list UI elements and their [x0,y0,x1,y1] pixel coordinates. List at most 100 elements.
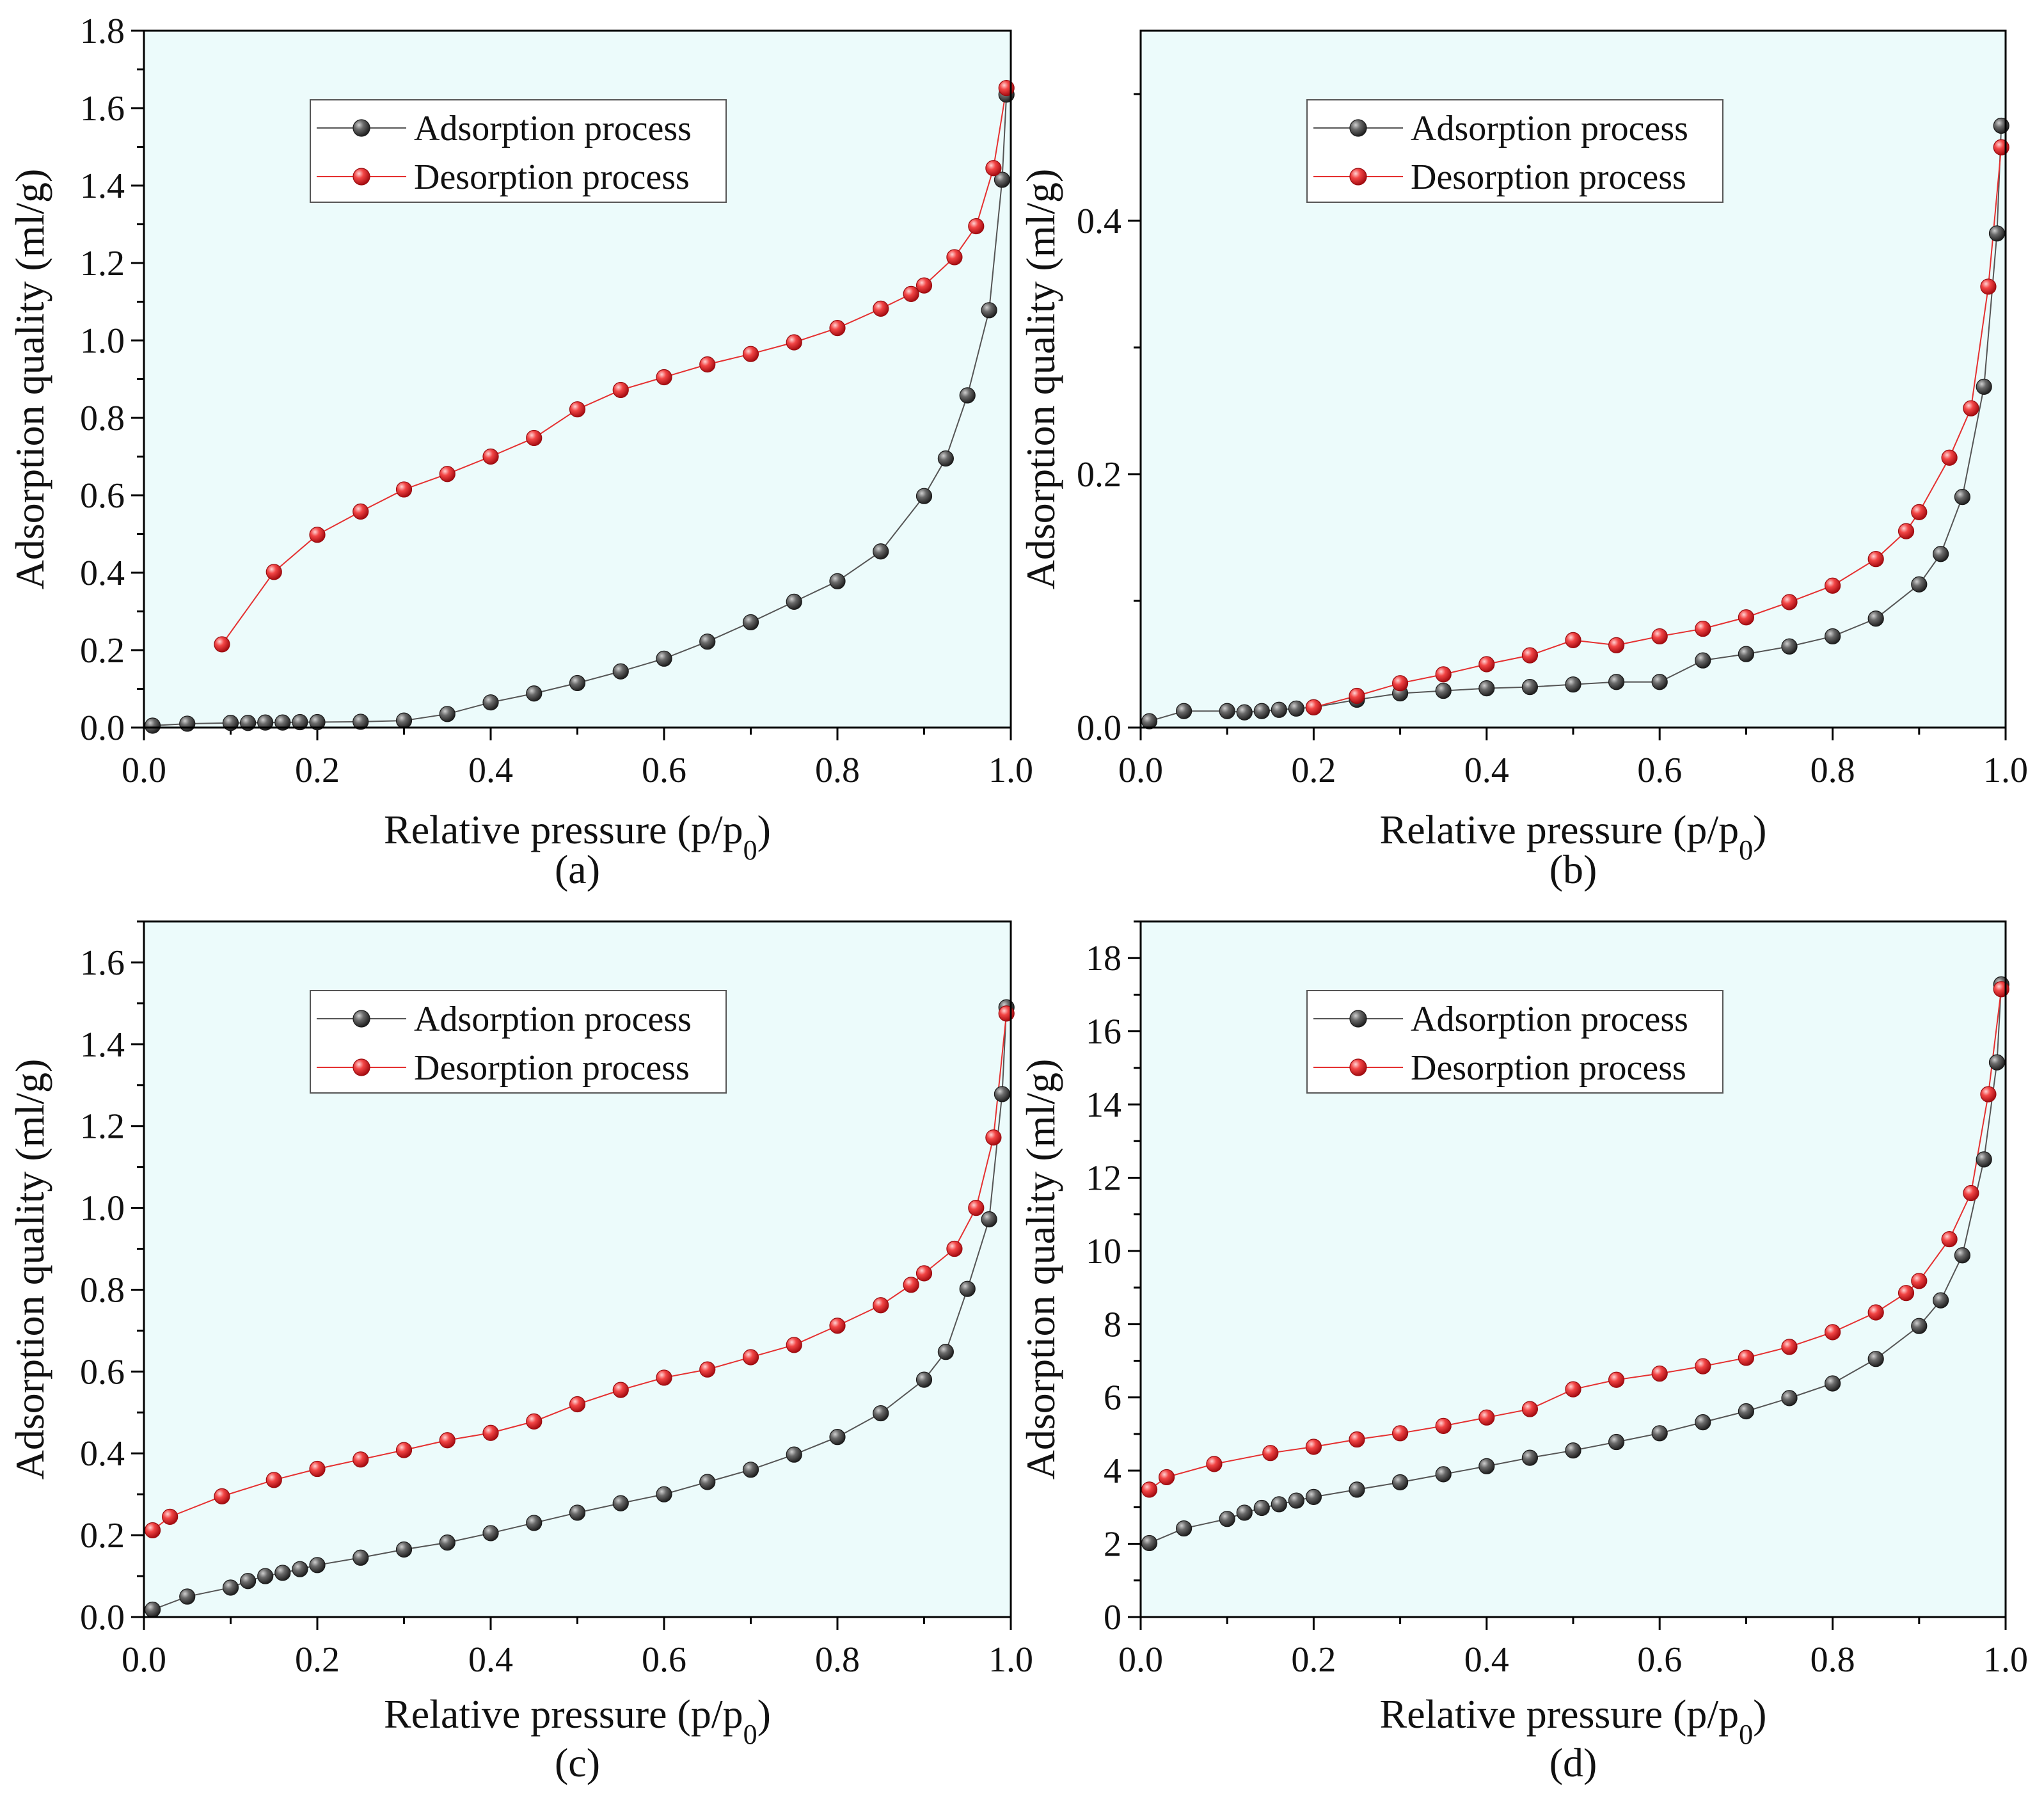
y-tick-label: 0.4 [1077,202,1121,241]
adsorption-point [612,663,629,680]
adsorption-point [1738,1403,1754,1420]
adsorption-point [1349,1481,1365,1498]
y-tick-label: 1.2 [80,1107,125,1147]
adsorption-point [1993,117,2009,134]
y-tick-label: 0.4 [80,554,125,593]
legend: Adsorption process Desorption process [310,99,727,203]
adsorption-point [915,488,933,504]
adsorption-point [656,1486,672,1502]
desorption-point [569,1396,586,1413]
desorption-point [699,1361,716,1378]
desorption-point [309,527,326,543]
y-tick-label: 0.2 [80,1516,125,1556]
desorption-point [1478,656,1495,673]
adsorption-point [144,1601,161,1618]
y-tick-label: 1.0 [80,321,125,361]
desorption-point [656,369,672,386]
desorption-point [1738,1350,1754,1366]
desorption-point [829,320,846,337]
y-tick-label: 0.6 [80,476,125,516]
adsorption-point [1988,1054,2006,1071]
desorption-point [1349,687,1365,705]
adsorption-point [1867,610,1884,627]
desorption-series-line [221,88,1008,645]
desorption-legend-marker [353,1058,370,1076]
desorption-point [439,466,456,482]
adsorption-point [179,715,196,732]
adsorption-point [569,674,586,692]
chart-panel-2: 0.0 0.2 0.4 0.6 0.8 1.0 0.0 0.2 0.4 Adsorption pr… [1018,29,2028,892]
y-tick-label: 14 [1086,1085,1121,1125]
desorption-point [1349,1431,1365,1448]
x-tick-label: 0.2 [1291,1640,1336,1680]
desorption-point [1867,551,1884,568]
y-axis-title: Adsorption quality (ml/g) [7,1059,52,1480]
x-tick-label: 1.0 [1983,751,2028,790]
adsorption-point [1608,1433,1625,1451]
y-tick-label: 1.6 [80,943,125,983]
y-tick-label: 1.2 [80,244,125,283]
y-tick-label: 0.2 [80,631,125,671]
x-tick-label: 1.0 [988,751,1033,790]
adsorption-point [981,302,997,319]
x-tick-label: 0.0 [1118,751,1163,790]
adsorption-point [1141,1534,1158,1552]
adsorption-point [482,1525,499,1542]
adsorption-point [292,713,308,731]
x-tick-label: 0.4 [468,1640,513,1680]
x-tick-label: 0.4 [1464,751,1509,790]
x-tick-label: 0.6 [642,751,686,790]
adsorption-point [1141,713,1158,729]
chart-panel-4: 0.0 0.2 0.4 0.6 0.8 1.0 0 2 4 6 8 10 12 14 16 18 Adsorpt… [1018,920,2028,1785]
adsorption-point [1305,1488,1322,1505]
adsorption-point [482,694,499,711]
legend: Adsorption process Desorption process [1306,990,1723,1094]
desorption-point [1478,1409,1495,1426]
desorption-point [1867,1304,1884,1321]
desorption-point [1695,1358,1711,1375]
x-tick-label: 0.6 [1637,1640,1682,1680]
desorption-point [482,1424,499,1441]
y-tick-label: 1.8 [80,12,125,51]
desorption-point [1435,1417,1452,1434]
desorption-point [742,1349,759,1366]
desorption-point [612,381,629,399]
adsorption-point [873,1405,889,1422]
plot-frame [1139,920,2007,1618]
x-tick-label: 0.8 [1810,1640,1855,1680]
y-tick-label: 1.4 [80,166,125,206]
y-tick-label: 0.0 [80,1598,125,1638]
desorption-point [1521,1401,1538,1417]
adsorption-point [1392,1474,1409,1491]
adsorption-point [179,1588,196,1605]
plot-frame [143,920,1012,1618]
desorption-point [1980,1086,1997,1103]
desorption-point [353,1451,369,1468]
desorption-point [786,334,802,351]
y-axis-title: Adsorption quality (ml/g) [1018,1059,1063,1480]
adsorption-point [274,714,291,731]
adsorption-point [915,1371,933,1388]
y-axis-title: Adsorption quality (ml/g) [7,169,52,590]
adsorption-point [1911,576,1928,593]
adsorption-legend-marker [1349,1010,1367,1028]
adsorption-point [1651,674,1668,690]
y-tick-label: 8 [1104,1305,1121,1344]
desorption-point [482,448,499,465]
desorption-legend-label: Desorption process [414,1048,690,1088]
adsorption-point [612,1495,629,1511]
plot-frame [1139,29,2007,729]
x-tick-label: 0.8 [815,751,860,790]
y-tick-label: 16 [1086,1012,1121,1052]
desorption-point [915,277,933,294]
adsorption-point [829,573,846,589]
adsorption-point [1976,1151,1992,1168]
desorption-point [1392,675,1409,692]
adsorption-point [1867,1351,1884,1367]
x-axis-title: Relative pressure (p/p0) [1380,807,1767,866]
adsorption-point [353,1549,369,1566]
desorption-point [985,160,1002,177]
desorption-point [1911,504,1928,521]
desorption-point [353,503,369,520]
adsorption-point [742,614,759,631]
